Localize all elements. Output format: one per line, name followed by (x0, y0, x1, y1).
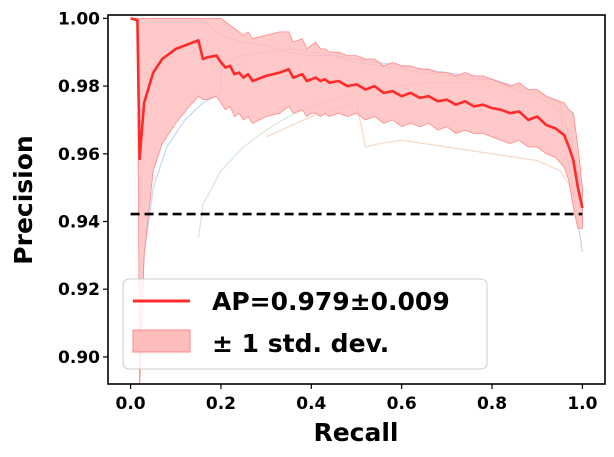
legend-label-mean: AP=0.979±0.009 (212, 287, 450, 316)
x-tick-label: 0.6 (387, 394, 417, 414)
x-axis-label: Recall (313, 418, 398, 447)
legend-patch-swatch (132, 329, 191, 353)
y-tick-label: 0.94 (58, 213, 100, 233)
legend-label-std: ± 1 std. dev. (212, 329, 389, 358)
plot-frame (107, 14, 606, 385)
y-tick-label: 0.90 (58, 348, 100, 368)
legend-box (122, 278, 488, 370)
legend: AP=0.979±0.009 ± 1 std. dev. (122, 278, 488, 370)
x-tick-label: 1.0 (567, 394, 597, 414)
y-tick-label: 0.96 (58, 145, 100, 165)
y-axis-label: Precision (9, 135, 38, 264)
y-tick-label: 0.92 (58, 280, 100, 300)
x-tick-label: 0.2 (206, 394, 236, 414)
y-axis-ticks: 0.90 0.92 0.94 0.96 0.98 1.00 (58, 9, 108, 368)
x-axis-ticks: 0.0 0.2 0.4 0.6 0.8 1.0 (116, 384, 598, 414)
x-tick-label: 0.4 (296, 394, 326, 414)
x-tick-label: 0.0 (116, 394, 146, 414)
y-tick-label: 1.00 (58, 9, 100, 29)
mean-curve (130, 17, 584, 209)
x-tick-label: 0.8 (477, 394, 507, 414)
mean-curve-layer (130, 17, 584, 209)
y-tick-label: 0.98 (58, 77, 100, 97)
